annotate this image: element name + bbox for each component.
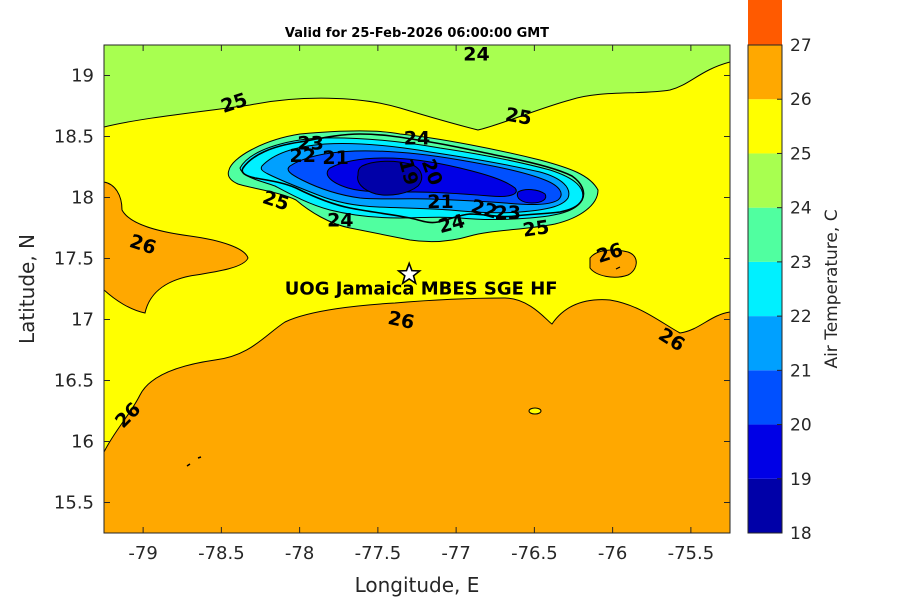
y-tick-label: 17 — [71, 310, 94, 331]
colorbar-frame — [747, 44, 783, 534]
colorbar-segment — [748, 424, 782, 479]
x-tick-label: -78.5 — [198, 543, 245, 564]
x-tick-label: -78 — [285, 543, 314, 564]
islet-contour-southwest — [186, 456, 202, 467]
colorbar-segment — [748, 45, 782, 100]
y-axis: 15.5 16 16.5 17 17.5 18 18.5 19 — [54, 66, 730, 514]
y-tick-label: 19 — [71, 66, 94, 87]
y-tick-label: 16 — [71, 432, 94, 453]
contour-label: 24 — [463, 44, 489, 66]
x-axis: -79 -78.5 -78 -77.5 -77 -76.5 -76 -75.5 — [128, 45, 714, 564]
jamaica-coastline — [241, 133, 585, 224]
x-tick-label: -77.5 — [355, 543, 402, 564]
colorbar-label: Air Temperature, C — [822, 209, 842, 368]
colorbar-tick-label: 24 — [790, 199, 812, 219]
colorbar-tick-label: 22 — [790, 307, 812, 327]
contour-label: 25 — [504, 104, 534, 130]
colorbar-segment — [748, 207, 782, 262]
band-26-west — [104, 181, 249, 314]
contour-label: 21 — [322, 147, 348, 169]
band-26-south — [104, 297, 730, 533]
x-tick-label: -75.5 — [668, 543, 715, 564]
colorbar-segment — [748, 153, 782, 208]
colorbar-tick-label: 26 — [790, 90, 812, 110]
colorbar-segment — [748, 261, 782, 317]
y-tick-label: 18 — [71, 188, 94, 209]
band-20-21-east-core — [516, 189, 547, 204]
x-tick-label: -76 — [598, 543, 627, 564]
y-tick-label: 17.5 — [54, 249, 94, 270]
islet-contour-southeast — [528, 407, 542, 415]
contour-label: 24 — [404, 128, 430, 150]
x-tick-label: -77 — [441, 543, 470, 564]
x-tick-label: -76.5 — [511, 543, 558, 564]
contour-label: 25 — [521, 216, 550, 241]
colorbar-segment — [748, 478, 782, 533]
station-label: UOG Jamaica MBES SGE HF — [285, 278, 558, 299]
chart-title: Valid for 25-Feb-2026 06:00:00 GMT — [285, 26, 549, 41]
y-tick-label: 15.5 — [54, 493, 94, 514]
colorbar-segment — [748, 316, 782, 371]
band-24-25-north — [104, 45, 730, 131]
y-axis-label: Latitude, N — [15, 234, 39, 344]
colorbar: 18 19 20 21 22 23 24 25 26 27 — [747, 0, 812, 544]
contour-label: 24 — [327, 209, 353, 231]
colorbar-tick-label: 27 — [790, 36, 812, 56]
band-18-19 — [357, 160, 423, 196]
x-axis-label: Longitude, E — [355, 573, 480, 597]
contour-label: 22 — [290, 145, 316, 167]
colorbar-tick-label: 20 — [790, 416, 812, 436]
colorbar-segment — [748, 370, 782, 425]
contour-label: 26 — [386, 307, 416, 334]
station-star-icon — [396, 261, 422, 286]
plot-frame — [103, 44, 731, 534]
y-tick-label: 18.5 — [54, 127, 94, 148]
colorbar-segment — [748, 0, 782, 45]
band-26-east — [589, 249, 637, 278]
contour-label: 23 — [495, 202, 521, 224]
colorbar-segment — [748, 99, 782, 154]
x-tick-label: -79 — [128, 543, 157, 564]
y-tick-label: 16.5 — [54, 371, 94, 392]
contour-label: 21 — [427, 191, 453, 213]
plot-area — [104, 45, 730, 533]
islet-contour-east — [615, 266, 621, 270]
colorbar-tick-label: 19 — [790, 470, 812, 490]
colorbar-tick-label: 18 — [790, 524, 812, 544]
colorbar-tick-label: 25 — [790, 144, 812, 164]
contour-label: 23 — [297, 133, 323, 155]
colorbar-tick-label: 21 — [790, 361, 812, 381]
colorbar-tick-label: 23 — [790, 253, 812, 273]
station-marker: UOG Jamaica MBES SGE HF — [285, 261, 558, 299]
